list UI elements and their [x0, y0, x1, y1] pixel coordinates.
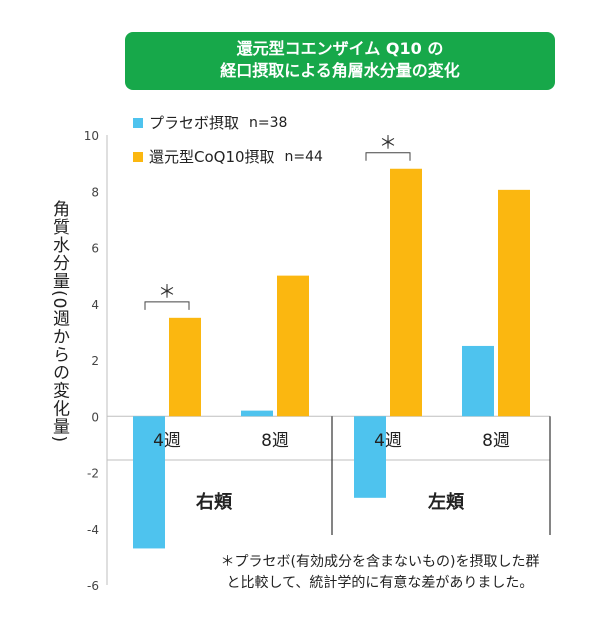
- bar-coq10: [169, 317, 201, 417]
- x-category-label: 4週: [374, 431, 402, 451]
- legend-n-placebo: n=38: [249, 114, 288, 131]
- significance-bracket: [365, 152, 411, 161]
- y-tick-label: 4: [91, 298, 99, 312]
- legend-label-coq10: 還元型CoQ10摂取: [149, 148, 275, 166]
- legend-swatch-placebo: [133, 117, 143, 128]
- chart-title-line2: 経口摂取による角層水分量の変化: [220, 61, 460, 80]
- x-category-label: 8週: [261, 431, 289, 451]
- significance-bracket: [144, 301, 190, 310]
- y-tick-label: 6: [91, 242, 99, 256]
- legend-swatch-coq10: [133, 151, 143, 162]
- bar-coq10: [277, 275, 309, 417]
- y-tick-label: -2: [87, 467, 99, 481]
- chart-title-box: 還元型コエンザイム Q10 の 経口摂取による角層水分量の変化: [125, 32, 555, 90]
- x-category-label: 4週: [153, 431, 181, 451]
- legend-n-coq10: n=44: [284, 148, 323, 165]
- significance-marker: ＊: [158, 282, 176, 303]
- bar-placebo: [354, 416, 386, 498]
- footnote-line2: と比較して、統計学的に有意な差がありました。: [226, 575, 534, 591]
- y-tick-label: -4: [87, 523, 99, 537]
- legend-label-placebo: プラセボ摂取: [149, 114, 240, 132]
- y-tick-label: 8: [91, 185, 99, 199]
- y-tick-label: 0: [91, 410, 99, 424]
- x-category-label: 8週: [482, 431, 510, 451]
- y-tick-label: 2: [91, 354, 99, 368]
- bar-coq10: [498, 189, 530, 417]
- legend-item-placebo: プラセボ摂取 n=38: [133, 112, 287, 133]
- group-label-right-cheek: 右頬: [196, 492, 232, 513]
- chart-title-line1: 還元型コエンザイム Q10 の: [236, 39, 444, 58]
- footnote-line1: ＊プラセボ(有効成分を含まないもの)を摂取した群: [220, 554, 540, 570]
- y-axis-label: 角質水分量(0週からの変化量): [49, 200, 69, 444]
- group-label-left-cheek: 左頬: [428, 492, 464, 513]
- bar-placebo: [462, 345, 494, 417]
- bar-placebo: [133, 416, 165, 549]
- bar-coq10: [390, 168, 422, 417]
- legend-item-coq10: 還元型CoQ10摂取 n=44: [133, 146, 323, 167]
- significance-marker: ＊: [379, 133, 397, 154]
- bar-placebo: [241, 410, 273, 417]
- y-tick-label: 10: [84, 129, 99, 143]
- footnote: ＊プラセボ(有効成分を含まないもの)を摂取した群 と比較して、統計学的に有意な差…: [160, 552, 600, 594]
- y-tick-label: -6: [87, 579, 99, 593]
